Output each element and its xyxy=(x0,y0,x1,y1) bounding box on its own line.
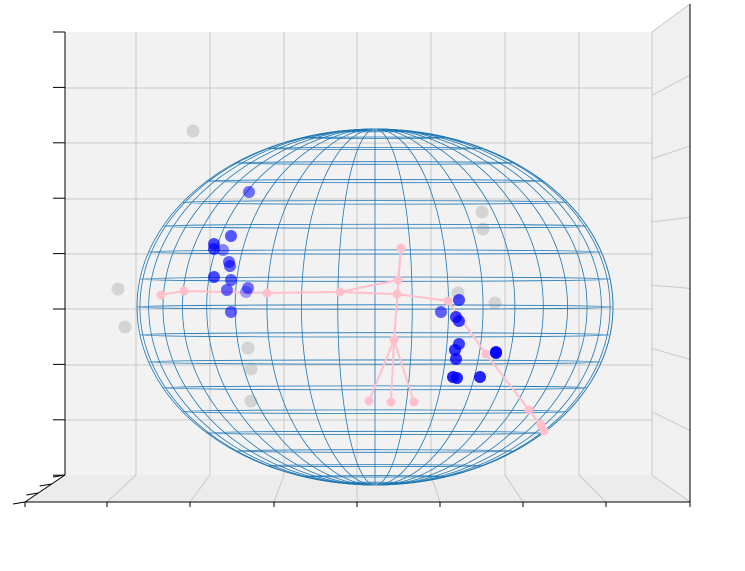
wireframe-meridian-16 xyxy=(182,128,376,486)
skeleton-joint-12 xyxy=(389,335,399,345)
skeleton-joint-11 xyxy=(396,243,406,253)
near-point-24 xyxy=(474,371,486,383)
skeleton-edge-5 xyxy=(447,300,487,355)
near-point-4 xyxy=(217,244,229,256)
skeleton-joint-7 xyxy=(524,405,534,415)
ellipsoid-wireframe xyxy=(136,128,614,486)
near-point-7 xyxy=(208,271,220,283)
grid-lines xyxy=(65,3,691,503)
y-axis-line xyxy=(24,474,66,503)
floor-grid-line-7 xyxy=(578,474,607,503)
wireframe-meridian-17 xyxy=(162,128,376,486)
skeleton-joint-15 xyxy=(409,397,419,407)
skeleton-layer xyxy=(156,243,549,436)
wireframe-meridian-19 xyxy=(139,128,376,486)
y-axis-tick-3 xyxy=(12,501,26,505)
near-point-11 xyxy=(240,286,252,298)
skeleton-edge-12 xyxy=(390,339,395,403)
near-points-layer xyxy=(208,186,502,384)
wireframe-meridian-1 xyxy=(374,128,611,486)
side-grid-line-5 xyxy=(651,348,691,360)
wireframe-meridian-11 xyxy=(337,128,376,486)
y-axis-tick-0 xyxy=(52,474,66,478)
floor-grid-line-1 xyxy=(106,474,137,503)
near-point-0 xyxy=(243,186,255,198)
near-point-16 xyxy=(453,315,465,327)
near-point-18 xyxy=(449,344,461,356)
floor-grid-line-3 xyxy=(273,474,285,503)
side-grid-line-6 xyxy=(651,411,691,432)
skeleton-joint-3 xyxy=(335,287,345,297)
far-point-1 xyxy=(475,205,489,219)
near-point-1 xyxy=(225,230,237,242)
side-grid-line-2 xyxy=(651,145,691,160)
side-grid-line-1 xyxy=(651,74,691,96)
near-point-9 xyxy=(221,284,233,296)
near-point-19 xyxy=(450,353,462,365)
skeleton-edge-14 xyxy=(393,339,415,403)
wireframe-meridian-6 xyxy=(374,128,516,486)
near-point-12 xyxy=(225,306,237,318)
near-point-3 xyxy=(208,243,220,255)
wireframe-meridian-8 xyxy=(374,128,449,486)
skeleton-joint-9 xyxy=(539,426,549,436)
wireframe-meridian-9 xyxy=(374,128,413,486)
skeleton-edge-9 xyxy=(339,279,399,293)
skeleton-edge-4 xyxy=(396,293,449,302)
wireframe-meridian-14 xyxy=(234,128,376,486)
near-point-14 xyxy=(453,294,465,306)
y-axis-tick-1 xyxy=(39,483,52,487)
wireframe-meridian-7 xyxy=(374,128,484,486)
axis-lines xyxy=(12,4,691,507)
near-point-6 xyxy=(224,260,236,272)
skeleton-edge-13 xyxy=(368,339,395,402)
floor-grid-line-2 xyxy=(189,474,211,503)
far-point-0 xyxy=(186,124,200,138)
skeleton-edge-6 xyxy=(485,353,530,411)
wireframe-meridian-18 xyxy=(148,128,376,486)
y-axis-tick-2 xyxy=(26,492,39,496)
skeleton-edge-3 xyxy=(339,291,398,295)
near-point-8 xyxy=(225,274,237,286)
skeleton-joint-4 xyxy=(392,289,402,299)
right-pane xyxy=(652,4,690,502)
skeleton-joint-14 xyxy=(364,396,374,406)
side-grid-line-4 xyxy=(651,284,691,289)
far-point-7 xyxy=(241,341,255,355)
side-grid-line-0 xyxy=(651,3,691,33)
wireframe-meridian-4 xyxy=(374,128,568,486)
far-point-5 xyxy=(488,296,502,310)
wireframe-meridian-3 xyxy=(374,128,588,486)
skeleton-joint-2 xyxy=(262,288,272,298)
wireframe-meridian-13 xyxy=(266,128,376,486)
skeleton-edge-2 xyxy=(266,291,341,294)
near-point-13 xyxy=(435,306,447,318)
skeleton-joint-6 xyxy=(481,349,491,359)
far-point-3 xyxy=(111,282,125,296)
far-point-2 xyxy=(476,222,490,236)
near-point-21 xyxy=(490,347,502,359)
skeleton-joint-13 xyxy=(386,397,396,407)
far-point-4 xyxy=(118,320,132,334)
floor-grid-line-6 xyxy=(504,474,524,503)
near-point-10 xyxy=(242,282,254,294)
skeleton-joint-0 xyxy=(156,290,166,300)
wireframe-meridian-5 xyxy=(374,128,544,486)
far-point-8 xyxy=(244,362,258,376)
wireframe-outline xyxy=(136,128,614,486)
wireframe-meridian-15 xyxy=(206,128,376,486)
skeleton-joint-10 xyxy=(393,275,403,285)
skeleton-joint-5 xyxy=(443,296,453,306)
side-grid-line-3 xyxy=(651,216,691,223)
wireframe-meridian-12 xyxy=(301,128,376,486)
wireframe-meridian-2 xyxy=(374,128,602,486)
near-point-23 xyxy=(451,372,463,384)
far-point-9 xyxy=(244,394,258,408)
skeleton-joint-1 xyxy=(179,286,189,296)
side-grid-line-7 xyxy=(651,474,691,503)
